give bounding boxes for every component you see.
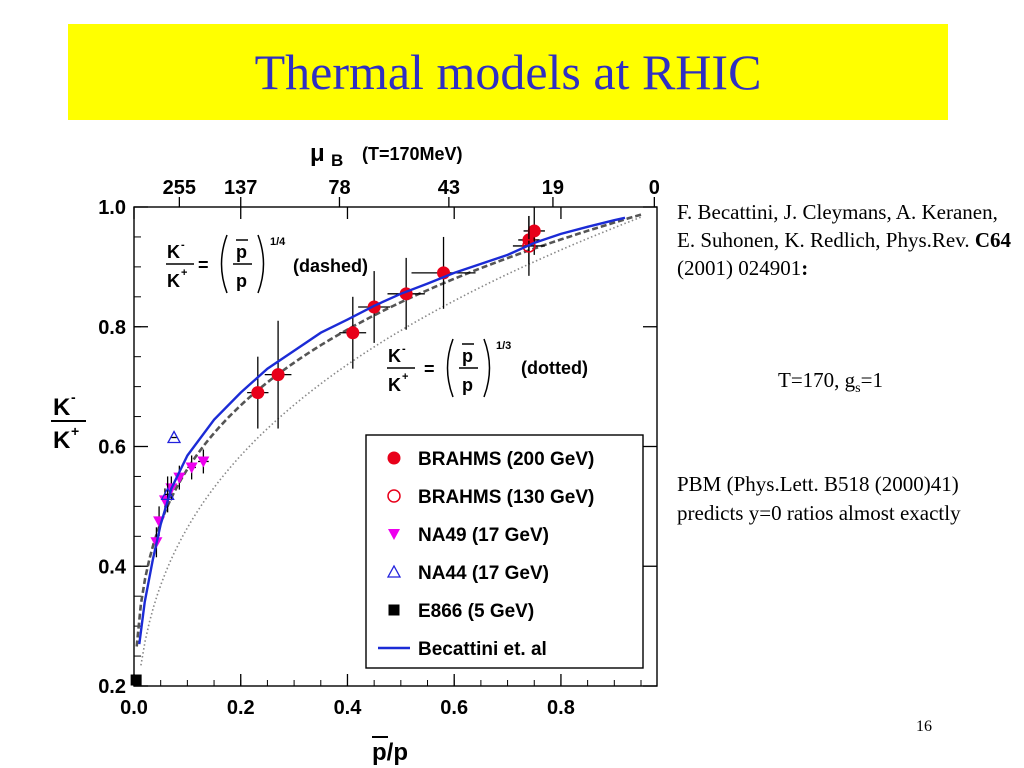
y-tick-label: 0.2 <box>98 676 126 698</box>
legend-marker <box>386 564 402 578</box>
reference-volume: C64 <box>974 228 1012 252</box>
legend: BRAHMS (200 GeV) BRAHMS (130 GeV) NA49 (17… <box>365 434 644 669</box>
param-suffix: =1 <box>860 368 883 392</box>
data-point <box>166 430 182 444</box>
top-tick-label: 255 <box>163 177 196 199</box>
svg-text:p: p <box>236 242 247 262</box>
y-tick-label: 0.6 <box>98 437 126 459</box>
legend-label: NA44 (17 GeV) <box>418 563 549 584</box>
dashed-formula: K - K + = p p 1/4 (dashed) <box>166 234 368 294</box>
svg-text:+: + <box>402 371 408 383</box>
reference-citation: F. Becattini, J. Cleymans, A. Keranen, E… <box>677 198 1012 282</box>
svg-text:K: K <box>388 346 401 366</box>
y-tick-label: 0.8 <box>98 317 126 339</box>
svg-text:1/3: 1/3 <box>496 340 511 352</box>
param-sub: s <box>855 381 861 397</box>
svg-text:1/4: 1/4 <box>270 236 286 248</box>
data-point <box>346 326 360 340</box>
legend-items: BRAHMS (200 GeV) BRAHMS (130 GeV) NA49 (17… <box>378 449 594 660</box>
top-tick-label: 19 <box>542 177 564 199</box>
top-axis-sub: B <box>331 151 343 170</box>
top-tick-label: 0 <box>649 177 660 199</box>
dotted-curve <box>140 216 642 666</box>
top-axis-symbol: μ <box>310 140 325 167</box>
legend-label: BRAHMS (130 GeV) <box>418 487 594 508</box>
x-tick-label: 0.2 <box>227 697 255 719</box>
svg-text:K: K <box>167 271 180 291</box>
legend-marker <box>387 451 401 465</box>
x-tick-label: 0.8 <box>547 697 575 719</box>
legend-label: NA49 (17 GeV) <box>418 525 549 546</box>
ylabel-den: K <box>53 427 71 454</box>
svg-text:+: + <box>181 267 187 279</box>
y-axis-label: K - K + <box>51 389 86 454</box>
svg-text:-: - <box>402 343 406 355</box>
data-point <box>271 368 285 382</box>
data-points <box>130 207 626 686</box>
svg-text:(dashed): (dashed) <box>293 256 368 276</box>
title-band: Thermal models at RHIC <box>68 24 948 120</box>
data-point <box>251 386 265 400</box>
svg-text:K: K <box>388 375 401 395</box>
legend-marker <box>388 604 400 616</box>
ylabel-num-sup: - <box>71 389 76 405</box>
svg-text:p: p <box>462 375 473 395</box>
x-tick-label: 0.4 <box>334 697 363 719</box>
x-axis-label: p/p <box>372 736 408 766</box>
legend-label: Becattini et. al <box>418 639 547 660</box>
legend-marker <box>387 489 401 503</box>
x-tick-label: 0.6 <box>440 697 468 719</box>
reference-year: (2001) 024901 <box>677 256 802 280</box>
svg-text:-: - <box>181 239 185 251</box>
svg-text:p: p <box>236 271 247 291</box>
pbm-note: PBM (Phys.Lett. B518 (2000)41) predicts … <box>677 472 961 525</box>
y-tick-label: 1.0 <box>98 197 126 219</box>
ylabel-den-sup: + <box>71 423 79 439</box>
top-tick-label: 137 <box>224 177 257 199</box>
data-point <box>130 674 142 686</box>
svg-text:(dotted): (dotted) <box>521 358 588 378</box>
dotted-formula: K - K + = p p 1/3 (dotted) <box>387 338 588 398</box>
data-point <box>522 239 536 253</box>
slide-title: Thermal models at RHIC <box>254 44 762 100</box>
model-parameters: T=170, gs=1 <box>778 368 883 397</box>
reference-authors: F. Becattini, J. Cleymans, A. Keranen, E… <box>677 200 998 252</box>
data-point <box>527 224 541 238</box>
reference-colon: : <box>801 256 809 280</box>
data-point <box>185 462 198 474</box>
ylabel-num: K <box>53 394 71 421</box>
legend-box <box>365 434 644 669</box>
svg-text:p: p <box>462 346 473 366</box>
svg-text:=: = <box>198 255 209 275</box>
svg-text:=: = <box>424 359 435 379</box>
legend-label: E866 (5 GeV) <box>418 601 534 622</box>
y-tick-label: 0.4 <box>98 556 127 578</box>
top-tick-label: 78 <box>328 177 350 199</box>
param-prefix: T=170, g <box>778 368 856 392</box>
svg-text:K: K <box>167 242 180 262</box>
top-tick-label: 43 <box>438 177 460 199</box>
legend-label: BRAHMS (200 GeV) <box>418 449 594 470</box>
model-curves <box>135 213 642 666</box>
legend-marker <box>388 529 400 540</box>
becattini-line <box>138 216 626 645</box>
top-axis-note: (T=170MeV) <box>362 144 463 164</box>
data-point <box>197 456 210 468</box>
xlabel: p/p <box>372 739 408 766</box>
slide-number: 16 <box>916 718 932 735</box>
x-tick-label: 0.0 <box>120 697 148 719</box>
data-point <box>173 472 186 484</box>
